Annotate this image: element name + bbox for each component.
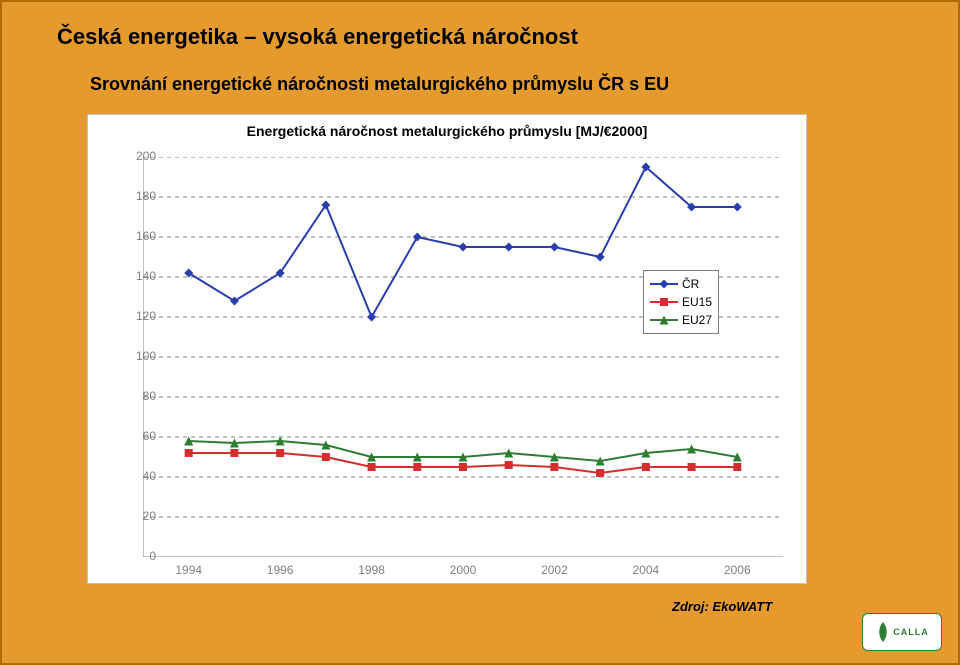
y-tick-label: 60 [116, 429, 156, 443]
x-tick-label: 2004 [632, 563, 659, 577]
legend-label: EU27 [682, 313, 712, 327]
x-tick-label: 2000 [450, 563, 477, 577]
slide-root: Česká energetika – vysoká energetická ná… [0, 0, 960, 665]
legend-item-eu27: EU27 [650, 311, 712, 329]
logo-calla: CALLA [862, 613, 942, 651]
y-tick-label: 200 [116, 149, 156, 163]
slide-subtitle: Srovnání energetické náročnosti metalurg… [90, 74, 669, 95]
legend-swatch [650, 313, 678, 327]
legend-item-cr: ČR [650, 275, 712, 293]
y-tick-label: 140 [116, 269, 156, 283]
legend-swatch [650, 295, 678, 309]
x-tick-label: 2002 [541, 563, 568, 577]
chart-title: Energetická náročnost metalurgického prů… [88, 123, 806, 139]
y-tick-label: 160 [116, 229, 156, 243]
leaf-icon [875, 622, 891, 642]
y-tick-label: 100 [116, 349, 156, 363]
y-tick-label: 40 [116, 469, 156, 483]
x-tick-label: 1998 [358, 563, 385, 577]
logo-text: CALLA [893, 627, 929, 637]
x-tick-label: 1994 [175, 563, 202, 577]
legend-label: EU15 [682, 295, 712, 309]
legend-label: ČR [682, 277, 699, 291]
y-tick-label: 20 [116, 509, 156, 523]
x-tick-label: 1996 [267, 563, 294, 577]
y-tick-label: 120 [116, 309, 156, 323]
legend-swatch [650, 277, 678, 291]
x-tick-label: 2006 [724, 563, 751, 577]
y-tick-label: 0 [116, 549, 156, 563]
slide-title: Česká energetika – vysoká energetická ná… [57, 24, 578, 50]
chart-legend: ČR EU15 EU27 [643, 270, 719, 334]
legend-item-eu15: EU15 [650, 293, 712, 311]
chart-container: Energetická náročnost metalurgického prů… [87, 114, 807, 584]
y-tick-label: 180 [116, 189, 156, 203]
chart-plot [143, 157, 783, 557]
y-tick-label: 80 [116, 389, 156, 403]
source-label: Zdroj: EkoWATT [672, 599, 772, 614]
